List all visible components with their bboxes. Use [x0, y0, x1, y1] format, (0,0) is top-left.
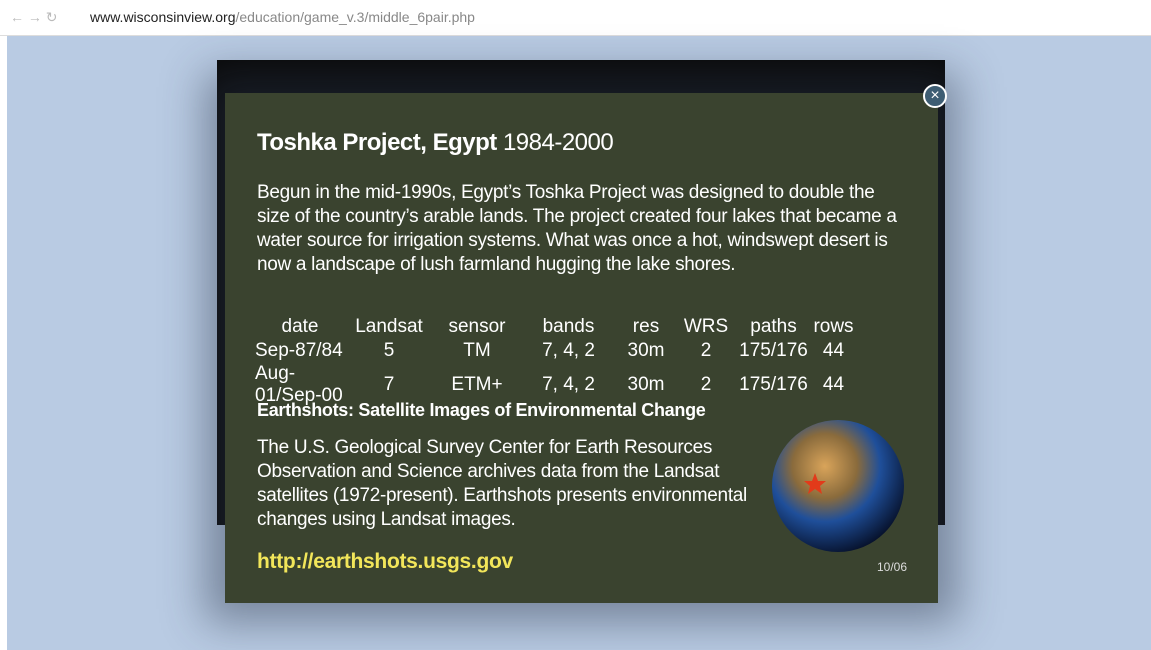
- globe: [770, 418, 906, 554]
- url-path: /education/game_v.3/middle_6pair.php: [236, 9, 475, 25]
- table-cell: Sep-87/84: [255, 339, 345, 363]
- table-cell: 2: [676, 339, 736, 363]
- table-cell: Landsat: [345, 315, 433, 339]
- table-cell: 7, 4, 2: [521, 339, 616, 363]
- about-text: The U.S. Geological Survey Center for Ea…: [257, 436, 767, 532]
- page: ← → ↻ www.wisconsinview.org/education/ga…: [0, 0, 1151, 650]
- close-button[interactable]: ×: [923, 84, 947, 108]
- description: Begun in the mid-1990s, Egypt’s Toshka P…: [257, 181, 907, 277]
- title-years: 1984-2000: [503, 129, 613, 156]
- title-text: Toshka Project, Egypt: [257, 129, 497, 156]
- table-cell: paths: [736, 315, 811, 339]
- table-cell: rows: [811, 315, 856, 339]
- table-cell: 5: [345, 339, 433, 363]
- browser-bar: ← → ↻ www.wisconsinview.org/education/ga…: [0, 0, 1151, 36]
- address-bar[interactable]: www.wisconsinview.org/education/game_v.3…: [90, 9, 475, 25]
- table-cell: TM: [433, 339, 521, 363]
- table-cell: res: [616, 315, 676, 339]
- table-cell: 44: [811, 339, 856, 363]
- table-cell: bands: [521, 315, 616, 339]
- modal-title: Toshka Project, Egypt 1984-2000: [257, 129, 613, 157]
- table-cell: 44: [811, 363, 856, 407]
- table-cell: WRS: [676, 315, 736, 339]
- table-cell: date: [255, 315, 345, 339]
- subheading: Earthshots: Satellite Images of Environm…: [257, 400, 706, 421]
- table-cell: 175/176: [736, 339, 811, 363]
- table-cell: sensor: [433, 315, 521, 339]
- globe-sphere: [772, 420, 904, 552]
- table-cell: 30m: [616, 339, 676, 363]
- nav-buttons[interactable]: ← → ↻: [10, 9, 58, 26]
- info-modal: Toshka Project, Egypt 1984-2000 Begun in…: [225, 93, 938, 603]
- table-cell: 175/176: [736, 363, 811, 407]
- url-host: www.wisconsinview.org: [90, 9, 236, 25]
- link[interactable]: http://earthshots.usgs.gov: [257, 550, 513, 574]
- code: 10/06: [877, 560, 907, 574]
